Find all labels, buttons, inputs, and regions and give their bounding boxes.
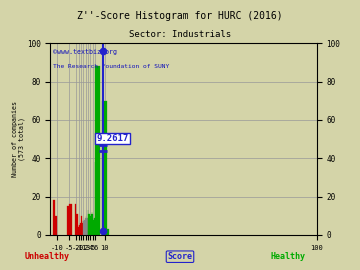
Bar xyxy=(87,210,88,235)
Bar xyxy=(90,216,91,235)
Bar xyxy=(76,214,77,235)
Bar xyxy=(86,218,87,235)
Text: Sector: Industrials: Sector: Industrials xyxy=(129,30,231,39)
Bar xyxy=(95,66,100,235)
Text: Unhealthy: Unhealthy xyxy=(24,252,69,261)
Text: Z''-Score Histogram for HURC (2016): Z''-Score Histogram for HURC (2016) xyxy=(77,11,283,21)
Bar xyxy=(77,227,79,235)
Y-axis label: Number of companies
(573 total): Number of companies (573 total) xyxy=(12,101,26,177)
Bar xyxy=(80,223,81,235)
Bar xyxy=(91,214,92,235)
Bar xyxy=(89,214,90,235)
Bar xyxy=(81,216,82,235)
Text: 9.2617: 9.2617 xyxy=(96,134,129,143)
Text: Score: Score xyxy=(167,252,193,261)
Bar xyxy=(69,204,72,235)
Text: Healthy: Healthy xyxy=(270,252,306,261)
Bar xyxy=(67,206,69,235)
Bar xyxy=(107,229,109,235)
Bar xyxy=(53,200,55,235)
Bar xyxy=(55,216,58,235)
Text: The Research Foundation of SUNY: The Research Foundation of SUNY xyxy=(53,64,169,69)
Bar xyxy=(93,218,94,235)
Bar xyxy=(83,221,84,235)
Bar xyxy=(92,214,93,235)
Bar xyxy=(79,225,80,235)
Bar xyxy=(102,101,107,235)
Bar xyxy=(88,214,89,235)
Text: ©www.textbiz.org: ©www.textbiz.org xyxy=(53,49,117,55)
Bar xyxy=(94,218,95,235)
Bar xyxy=(85,218,86,235)
Bar xyxy=(82,223,83,235)
Bar xyxy=(84,220,85,235)
Bar xyxy=(75,204,76,235)
